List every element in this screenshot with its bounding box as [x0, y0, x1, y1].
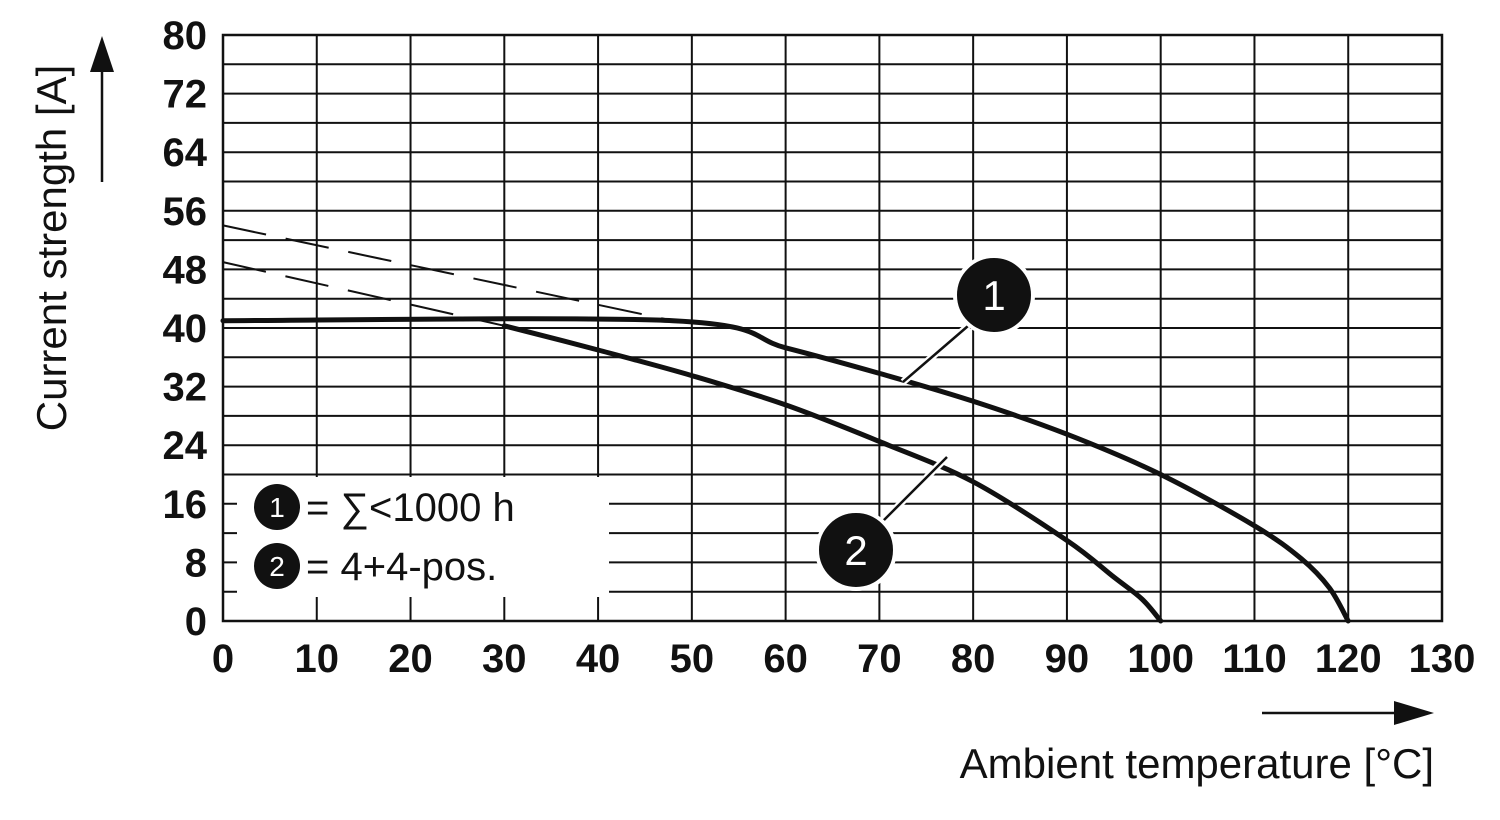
y-tick-label: 56 [163, 190, 208, 234]
x-tick-label: 110 [1222, 637, 1287, 681]
y-axis-title-group: Current strength [A] [28, 36, 114, 431]
legend-entry-1-text: = ∑<1000 h [306, 486, 515, 530]
x-tick-label: 40 [576, 637, 621, 681]
callout-2-badge-icon [815, 509, 897, 591]
legend-badge-1-label: 1 [269, 492, 285, 523]
y-axis-arrow-icon [90, 36, 114, 72]
x-tick-label: 20 [388, 637, 433, 681]
x-tick-label: 90 [1045, 637, 1090, 681]
x-tick-label: 130 [1409, 637, 1476, 681]
y-tick-label: 48 [163, 248, 208, 292]
y-tick-label: 72 [163, 73, 208, 117]
y-tick-labels: 0 8 16 24 32 40 48 56 64 72 80 [163, 14, 208, 644]
callout-1-badge-icon [953, 254, 1035, 336]
x-tick-label: 80 [951, 637, 996, 681]
y-tick-label: 8 [185, 541, 207, 585]
y-tick-label: 40 [163, 307, 208, 351]
legend-badge-2-label: 2 [269, 551, 285, 582]
x-tick-labels: 0 10 20 30 40 50 60 70 80 90 100 110 120 130 [212, 637, 1476, 681]
y-tick-label: 16 [163, 483, 208, 527]
series-line-4 [222, 261, 505, 327]
x-axis-title-group: Ambient temperature [°C] [960, 701, 1434, 787]
legend-entry-2-text: = 4+4-pos. [306, 545, 497, 589]
y-tick-label: 32 [163, 366, 208, 410]
x-tick-label: 50 [670, 637, 715, 681]
x-tick-label: 60 [763, 637, 808, 681]
series-layer [220, 224, 1351, 624]
series-line-2 [501, 323, 1164, 624]
y-axis-title: Current strength [A] [28, 65, 75, 432]
callout-2-leader-line [882, 456, 948, 522]
legend-badge-1-icon [254, 484, 300, 530]
plot-frame [221, 33, 1444, 623]
legend-entry-1: 1 = ∑<1000 h [254, 484, 515, 530]
legend-badge-2-icon [254, 543, 300, 589]
series-line-1 [220, 316, 1351, 624]
callout-1-badge-label: 1 [982, 272, 1005, 319]
x-tick-label: 10 [295, 637, 340, 681]
y-tick-label: 64 [163, 131, 208, 175]
y-tick-label: 24 [163, 424, 208, 468]
x-tick-label: 70 [857, 637, 902, 681]
legend: 1 = ∑<1000 h 2 = 4+4-pos. [237, 477, 609, 597]
x-axis-title: Ambient temperature [°C] [960, 740, 1434, 787]
callout-2: 2 [815, 454, 950, 591]
x-tick-label: 0 [212, 637, 234, 681]
callout-1: 1 [900, 254, 1035, 385]
x-tick-label: 30 [482, 637, 527, 681]
y-tick-label: 80 [163, 14, 208, 58]
x-tick-label: 100 [1127, 637, 1194, 681]
legend-entry-2: 2 = 4+4-pos. [254, 543, 497, 589]
callout-2-badge-label: 2 [844, 527, 867, 574]
legend-box [237, 477, 609, 597]
y-tick-label: 0 [185, 600, 207, 644]
x-tick-label: 120 [1315, 637, 1382, 681]
x-axis-arrow-icon [1394, 701, 1434, 725]
callout-1-leader-line [902, 325, 969, 383]
series-line-3 [222, 224, 674, 322]
